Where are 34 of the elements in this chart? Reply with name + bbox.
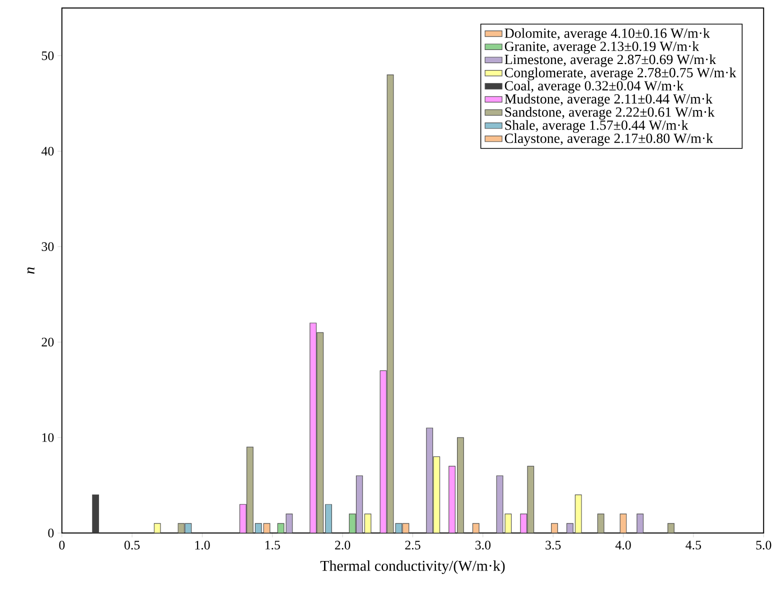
bar [457,437,464,534]
x-tick-label: 2.0 [335,540,350,550]
y-axis-title: n [27,267,34,274]
y-tick-label: 20 [42,338,54,347]
legend-label: Claystone, average 2.17±0.80 W/m·k [504,133,714,146]
legend-label: Granite, average 2.13±0.19 W/m·k [504,41,700,54]
y-tick-label: 0 [48,528,54,538]
y-tick-label: 10 [42,433,54,442]
legend-label: Shale, average 1.57±0.44 W/m·k [505,120,688,133]
legend-label: Coal, average 0.32±0.04 W/m·k [504,80,684,94]
legend-label: Mudstone, average 2.11±0.44 W/m·k [504,94,713,107]
bar [448,466,456,534]
x-tick-label: 4.0 [615,540,631,550]
legend-label: Sandstone, average 2.22±0.61 W/m·k [505,106,715,120]
x-tick-label: 3.5 [546,540,561,550]
y-tick-label: 40 [41,146,54,156]
y-tick-label: 30 [42,242,54,252]
x-tick-label: 1.5 [265,540,280,550]
x-axis-title: Thermal conductivity/(W/m·k) [320,560,505,574]
bar [246,446,254,534]
legend-label: Dolomite, average 4.10±0.16 W/m·k [504,28,710,41]
x-tick-label: 5.0 [756,540,772,550]
bar [325,504,332,534]
x-tick-label: 3.0 [475,540,491,550]
legend-label: Conglomerate, average 2.78±0.75 W/m·k [504,68,736,80]
y-tick-label: 50 [42,51,54,60]
legend-label: Limestone, average 2.87±0.69 W/m·k [504,54,716,68]
x-tick-label: 0.5 [124,540,140,550]
x-tick-label: 1.0 [195,540,210,550]
x-tick-label: 4.5 [686,540,702,550]
x-tick-label: 2.5 [405,540,420,550]
bar [356,475,363,534]
bar [239,504,246,534]
x-tick-label: 0 [59,540,65,550]
